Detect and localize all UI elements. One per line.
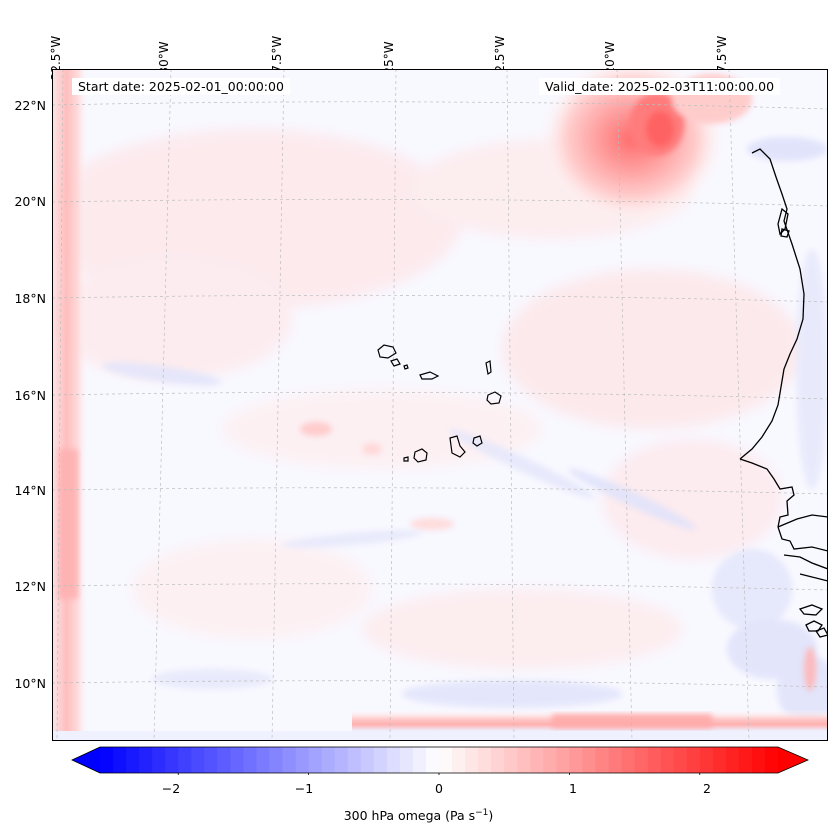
start-date-label: Start date: 2025-02-01_00:00:00 bbox=[72, 78, 290, 95]
colorbar-segment bbox=[412, 747, 427, 773]
colorbar-segment bbox=[751, 747, 766, 773]
map-panel[interactable] bbox=[52, 69, 828, 741]
colorbar-segment bbox=[725, 747, 740, 773]
colorbar-segment bbox=[347, 747, 362, 773]
colorbar-segment bbox=[191, 747, 205, 773]
colorbar-segment bbox=[699, 747, 714, 773]
colorbar-segment bbox=[139, 747, 153, 773]
colorbar-tick-neg1: −1 bbox=[294, 781, 314, 796]
colorbar-segment bbox=[152, 747, 166, 773]
colorbar-segment bbox=[360, 747, 375, 773]
colorbar-segment bbox=[308, 747, 323, 773]
colorbar-tick-1: 1 bbox=[569, 781, 577, 796]
colorbar-label-text: 300 hPa omega (Pa s bbox=[343, 808, 476, 824]
colorbar-max-extend-arrow bbox=[778, 747, 808, 773]
colorbar-segment bbox=[113, 747, 127, 773]
colorbar-segment bbox=[334, 747, 349, 773]
colorbar-segment bbox=[504, 747, 518, 773]
colorbar-segment bbox=[243, 747, 258, 773]
colorbar-label: 300 hPa omega (Pa s−1) bbox=[0, 808, 837, 823]
colorbar-segment bbox=[256, 747, 271, 773]
colorbar-segment bbox=[178, 747, 192, 773]
colorbar-segment bbox=[126, 747, 140, 773]
lat-label-14n: 14°N bbox=[14, 483, 46, 498]
africa-coastline bbox=[739, 148, 828, 638]
lat-label-22n: 22°N bbox=[14, 98, 46, 113]
valid-date-label: Valid_date: 2025-02-03T11:00:00.00 bbox=[539, 78, 781, 95]
colorbar-segment bbox=[439, 747, 453, 773]
colorbar-segment bbox=[425, 747, 440, 773]
colorbar-segment bbox=[608, 747, 623, 773]
colorbar-segment bbox=[634, 747, 649, 773]
colorbar bbox=[71, 746, 810, 775]
colorbar-segment bbox=[373, 747, 388, 773]
colorbar-segment bbox=[764, 747, 779, 773]
colorbar-segment bbox=[217, 747, 231, 773]
cape-verde-islands bbox=[377, 344, 502, 463]
colorbar-tick-2: 2 bbox=[703, 781, 711, 796]
lat-label-12n: 12°N bbox=[14, 579, 46, 594]
lat-label-20n: 20°N bbox=[14, 194, 46, 209]
colorbar-segment bbox=[621, 747, 636, 773]
colorbar-segment bbox=[165, 747, 179, 773]
colorbar-label-close: ) bbox=[488, 808, 494, 824]
lat-label-18n: 18°N bbox=[14, 291, 46, 306]
colorbar-segment bbox=[517, 747, 531, 773]
map-frame bbox=[52, 69, 828, 741]
lat-label-16n: 16°N bbox=[14, 388, 46, 403]
colorbar-segment bbox=[465, 747, 479, 773]
colorbar-segment bbox=[738, 747, 753, 773]
colorbar-segment bbox=[530, 747, 544, 773]
colorbar-segment bbox=[556, 747, 570, 773]
colorbar-segment bbox=[491, 747, 505, 773]
colorbar-segment bbox=[543, 747, 557, 773]
lat-label-10n: 10°N bbox=[14, 676, 46, 691]
colorbar-segment bbox=[660, 747, 675, 773]
colorbar-segment bbox=[712, 747, 727, 773]
colorbar-segment bbox=[282, 747, 297, 773]
colorbar-segment bbox=[673, 747, 688, 773]
colorbar-segment bbox=[478, 747, 492, 773]
colorbar-outline bbox=[71, 746, 810, 774]
colorbar-segment bbox=[686, 747, 701, 773]
colorbar-tick-0: 0 bbox=[435, 781, 443, 796]
colorbar-segment bbox=[386, 747, 401, 773]
colorbar-segment bbox=[230, 747, 245, 773]
colorbar-segment bbox=[399, 747, 414, 773]
colorbar-segment bbox=[269, 747, 284, 773]
colorbar-segment bbox=[321, 747, 336, 773]
colorbar-segment bbox=[647, 747, 662, 773]
colorbar-tick-neg2: −2 bbox=[161, 781, 181, 796]
graticule bbox=[52, 69, 828, 741]
colorbar-segment bbox=[595, 747, 610, 773]
colorbar-segment bbox=[204, 747, 218, 773]
colorbar-segment bbox=[569, 747, 584, 773]
colorbar-segment bbox=[295, 747, 310, 773]
colorbar-segment bbox=[452, 747, 466, 773]
colorbar-segment bbox=[582, 747, 597, 773]
colorbar-segment bbox=[100, 747, 114, 773]
colorbar-min-extend-arrow bbox=[72, 747, 100, 773]
colorbar-label-exponent: −1 bbox=[475, 808, 489, 818]
